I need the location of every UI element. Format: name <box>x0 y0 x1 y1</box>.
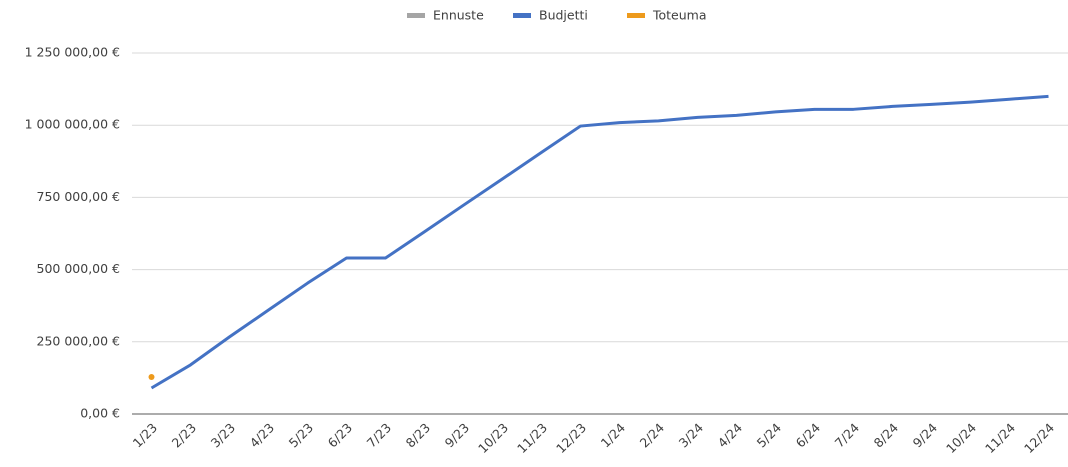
x-tick-label: 5/24 <box>754 420 784 450</box>
x-tick-label: 9/23 <box>442 420 472 450</box>
x-tick-label: 5/23 <box>286 420 316 450</box>
legend-label: Budjetti <box>539 8 588 23</box>
x-tick-label: 2/23 <box>169 420 199 450</box>
data-line <box>150 94 1049 390</box>
x-tick-label: 12/23 <box>553 420 589 456</box>
x-tick-label: 4/24 <box>715 420 745 450</box>
x-tick-label: 8/24 <box>871 420 901 450</box>
x-tick-label: 3/23 <box>208 420 238 450</box>
y-tick-label: 500 000,00 € <box>37 261 121 276</box>
y-tick-label: 1 250 000,00 € <box>25 45 120 60</box>
x-tick-label: 7/24 <box>832 420 862 450</box>
x-tick-label: 1/23 <box>130 420 160 450</box>
x-tick-label: 4/23 <box>247 420 277 450</box>
legend-swatch <box>627 13 645 18</box>
x-tick-label: 6/23 <box>325 420 355 450</box>
x-tick-label: 6/24 <box>793 420 823 450</box>
x-tick-label: 3/24 <box>676 420 706 450</box>
x-tick-label: 7/23 <box>364 420 394 450</box>
x-tick-label: 10/24 <box>943 420 979 456</box>
legend-swatch <box>513 13 531 18</box>
y-tick-label: 750 000,00 € <box>37 189 121 204</box>
x-tick-label: 8/23 <box>403 420 433 450</box>
y-tick-label: 250 000,00 € <box>37 333 121 348</box>
y-tick-label: 0,00 € <box>80 406 120 421</box>
x-tick-label: 11/23 <box>514 420 550 456</box>
legend-label: Ennuste <box>433 8 484 23</box>
x-tick-label: 2/24 <box>637 420 667 450</box>
data-point <box>148 374 155 381</box>
y-tick-label: 1 000 000,00 € <box>25 117 120 132</box>
x-tick-label: 1/24 <box>598 420 628 450</box>
legend-swatch <box>407 13 425 18</box>
x-tick-label: 9/24 <box>910 420 940 450</box>
x-tick-label: 12/24 <box>1021 420 1057 456</box>
x-tick-label: 10/23 <box>475 420 511 456</box>
x-tick-label: 11/24 <box>982 420 1018 456</box>
legend-label: Toteuma <box>652 8 707 23</box>
